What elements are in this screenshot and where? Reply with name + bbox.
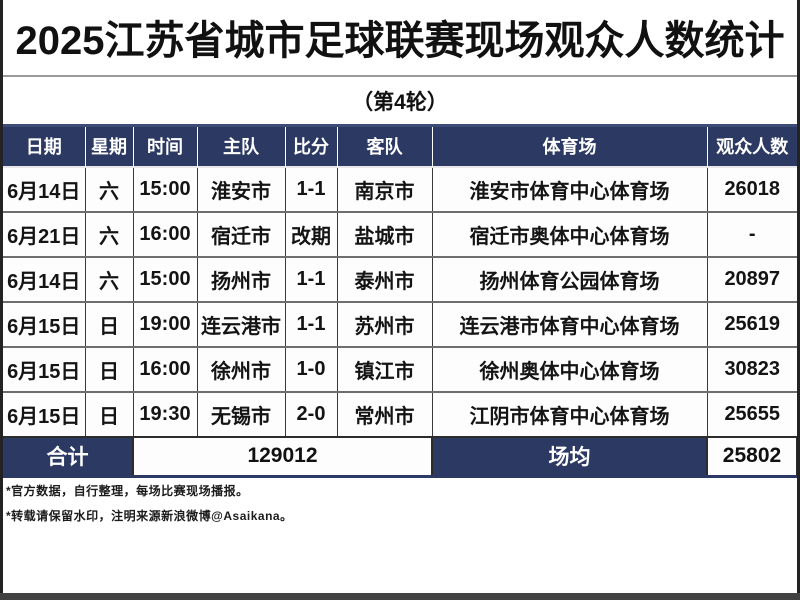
- table-cell: 16:00: [132, 210, 197, 257]
- column-header-1: 星期: [84, 124, 133, 167]
- footnote-source: *官方数据，自行整理，每场比赛现场播报。: [6, 484, 249, 498]
- footnotes: *官方数据，自行整理，每场比赛现场播报。 *转载请保留水印，注明来源新浪微博@A…: [6, 479, 794, 529]
- table-cell: 淮安市: [196, 165, 285, 212]
- table-cell: 镇江市: [336, 345, 432, 392]
- match-row: 6月15日日 19:30 无锡市 2-0 常州市 江阴市体育中心体育场 25655: [3, 390, 797, 437]
- right-edge-strip: [797, 0, 800, 600]
- table-cell: 15:00: [132, 165, 197, 212]
- table-cell: -: [706, 210, 797, 257]
- column-header-6: 体育场: [431, 124, 707, 167]
- table-cell: 扬州市: [196, 255, 285, 302]
- table-cell: 6月15日: [3, 390, 85, 437]
- table-cell: 1-1: [284, 300, 337, 347]
- match-row: 6月15日日 19:00 连云港市 1-1 苏州市 连云港市体育中心体育场 25619: [3, 300, 797, 347]
- total-value: 129012: [132, 435, 433, 477]
- table-cell: 扬州体育公园体育场: [431, 255, 707, 302]
- column-header-7: 观众人数: [706, 124, 797, 167]
- table-cell: 1-1: [284, 255, 337, 302]
- table-cell: 六: [84, 165, 133, 212]
- page-title: 2025江苏省城市足球联赛现场观众人数统计: [15, 19, 785, 63]
- table-cell: 1-1: [284, 165, 337, 212]
- table-cell: 连云港市: [196, 300, 285, 347]
- table-cell: 6月15日: [3, 300, 85, 347]
- bottom-bar: [0, 593, 800, 600]
- attendance-table: 日期 星期 时间 主队 比分 客队 体育场 观众人数 6月14日六 15:00 淮安市 1-1 南京市…: [3, 124, 798, 478]
- table-cell: 徐州市: [196, 345, 285, 392]
- table-cell: 6月15日: [3, 345, 85, 392]
- table-cell: 16:00: [132, 345, 197, 392]
- summary-row: 合计 129012 场均 25802: [3, 435, 798, 477]
- table-cell: 15:00: [132, 255, 197, 302]
- table-cell: 盐城市: [336, 210, 432, 257]
- match-row: 6月14日六 15:00 扬州市 1-1 泰州市 扬州体育公园体育场 20897: [3, 255, 797, 302]
- table-cell: 宿迁市奥体中心体育场: [431, 210, 707, 257]
- table-cell: 25619: [706, 300, 797, 347]
- table-cell: 南京市: [336, 165, 432, 212]
- table-cell: 徐州奥体中心体育场: [431, 345, 707, 392]
- match-row: 6月14日六 15:00 淮安市 1-1 南京市 淮安市体育中心体育场 26018: [3, 165, 797, 212]
- table-header-row: 日期 星期 时间 主队 比分 客队 体育场 观众人数: [3, 124, 797, 167]
- title-divider: [0, 75, 800, 77]
- table-cell: 6月21日: [3, 210, 85, 257]
- column-header-4: 比分: [284, 124, 337, 167]
- table-cell: 25655: [706, 390, 797, 437]
- left-edge-strip: [0, 0, 3, 600]
- column-header-0: 日期: [3, 124, 85, 167]
- column-header-2: 时间: [132, 124, 197, 167]
- table-cell: 日: [84, 300, 133, 347]
- table-cell: 19:30: [132, 390, 197, 437]
- table-cell: 2-0: [284, 390, 337, 437]
- table-cell: 六: [84, 210, 133, 257]
- table-cell: 日: [84, 390, 133, 437]
- table-cell: 6月14日: [3, 165, 85, 212]
- table-cell: 6月14日: [3, 255, 85, 302]
- table-cell: 改期: [284, 210, 337, 257]
- table-cell: 苏州市: [336, 300, 432, 347]
- match-row: 6月21日六 16:00 宿迁市 改期 盐城市 宿迁市奥体中心体育场 -: [3, 210, 797, 257]
- table-cell: 20897: [706, 255, 797, 302]
- table-cell: 常州市: [336, 390, 432, 437]
- table-cell: 连云港市体育中心体育场: [431, 300, 707, 347]
- round-subtitle: （第4轮）: [352, 91, 448, 114]
- average-value: 25802: [706, 435, 798, 477]
- column-header-5: 客队: [336, 124, 432, 167]
- table-cell: 六: [84, 255, 133, 302]
- table-cell: 无锡市: [196, 390, 285, 437]
- average-label: 场均: [432, 435, 707, 477]
- footnote-watermark: *转载请保留水印，注明来源新浪微博@Asaikana。: [6, 509, 293, 523]
- table-cell: 泰州市: [336, 255, 432, 302]
- table-cell: 1-0: [284, 345, 337, 392]
- total-label: 合计: [3, 435, 133, 477]
- column-header-3: 主队: [196, 124, 285, 167]
- table-cell: 宿迁市: [196, 210, 285, 257]
- table-cell: 日: [84, 345, 133, 392]
- table-cell: 江阴市体育中心体育场: [431, 390, 707, 437]
- table-cell: 19:00: [132, 300, 197, 347]
- table-cell: 26018: [706, 165, 797, 212]
- table-cell: 淮安市体育中心体育场: [431, 165, 707, 212]
- match-row: 6月15日日 16:00 徐州市 1-0 镇江市 徐州奥体中心体育场 30823: [3, 345, 797, 392]
- table-cell: 30823: [706, 345, 797, 392]
- table-body: 6月14日六 15:00 淮安市 1-1 南京市 淮安市体育中心体育场 26018 6月21日…: [3, 165, 797, 437]
